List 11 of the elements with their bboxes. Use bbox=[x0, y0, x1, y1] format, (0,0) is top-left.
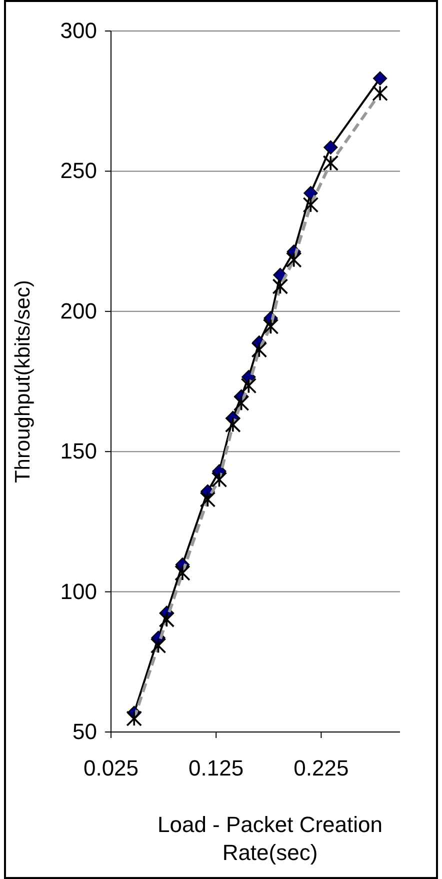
y-tick-label: 150 bbox=[60, 438, 97, 464]
y-axis-title: Throughput(kbits/sec) bbox=[12, 280, 35, 484]
x-axis-title: Load - Packet Creation Rate(sec) bbox=[157, 812, 383, 865]
y-tick-label: 50 bbox=[72, 719, 97, 744]
y-tick-label: 200 bbox=[60, 298, 97, 324]
x-tick-label: 0.025 bbox=[83, 756, 139, 781]
x-tick-label: 0.125 bbox=[188, 756, 244, 781]
y-tick-label: 250 bbox=[60, 158, 97, 184]
y-tick-label: 300 bbox=[60, 18, 97, 44]
y-tick-label: 100 bbox=[60, 578, 97, 604]
x-tick-label: 0.225 bbox=[294, 756, 349, 781]
